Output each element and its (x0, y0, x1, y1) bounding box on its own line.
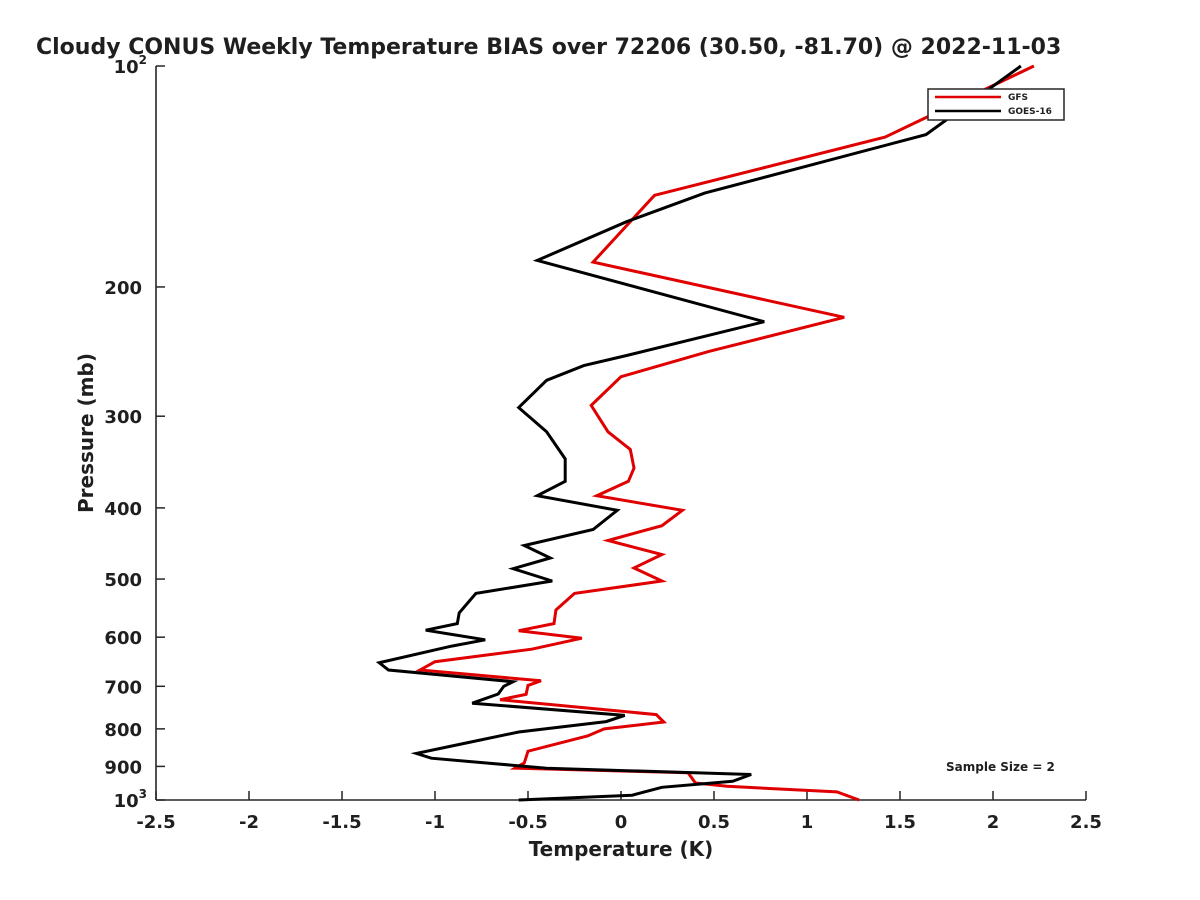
x-tick-label: -1 (425, 812, 445, 833)
x-tick-label: 1 (801, 812, 814, 833)
y-tick-label: 200 (104, 278, 142, 299)
y-tick-label: 103 (114, 787, 147, 812)
legend-gfs-label: GFS (1008, 93, 1028, 103)
y-tick-label: 102 (114, 53, 147, 78)
x-tick-label: -2 (239, 812, 259, 833)
x-axis-label: Temperature (K) (529, 837, 714, 861)
axes: -2.5 -2 -1.5 -1 -0.5 0 0.5 1 1.5 2 2.5 102 200 300 40… (104, 53, 1102, 833)
y-tick-label: 700 (104, 677, 142, 698)
chart-title: Cloudy CONUS Weekly Temperature BIAS ove… (36, 35, 1061, 60)
x-tick-label: -2.5 (136, 812, 175, 833)
sample-size-annotation: Sample Size = 2 (946, 760, 1055, 774)
legend-goes-label: GOES-16 (1008, 107, 1052, 117)
x-tick-label: 2.5 (1070, 812, 1102, 833)
y-axis-label: Pressure (mb) (74, 353, 98, 513)
y-tick-label: 300 (104, 407, 142, 428)
x-tick-label: -1.5 (322, 812, 361, 833)
series-line-gfs (415, 64, 1035, 802)
series-line-goes-16 (375, 64, 1022, 802)
legend-box (927, 88, 1065, 121)
legend: GFS GOES-16 (927, 88, 1065, 121)
x-ticks: -2.5 -2 -1.5 -1 -0.5 0 0.5 1 1.5 2 2.5 (136, 791, 1102, 833)
x-tick-label: 1.5 (884, 812, 916, 833)
y-ticks: 102 200 300 400 500 600 700 800 900 103 (104, 53, 165, 812)
y-tick-label: 600 (104, 628, 142, 649)
x-tick-label: 0 (615, 812, 628, 833)
x-tick-label: 2 (987, 812, 1000, 833)
x-tick-label: 0.5 (698, 812, 730, 833)
y-tick-label: 800 (104, 720, 142, 741)
y-tick-label: 400 (104, 499, 142, 520)
x-tick-label: -0.5 (508, 812, 547, 833)
series-layer (375, 64, 1035, 802)
y-tick-label: 500 (104, 570, 142, 591)
y-tick-label: 900 (104, 757, 142, 778)
